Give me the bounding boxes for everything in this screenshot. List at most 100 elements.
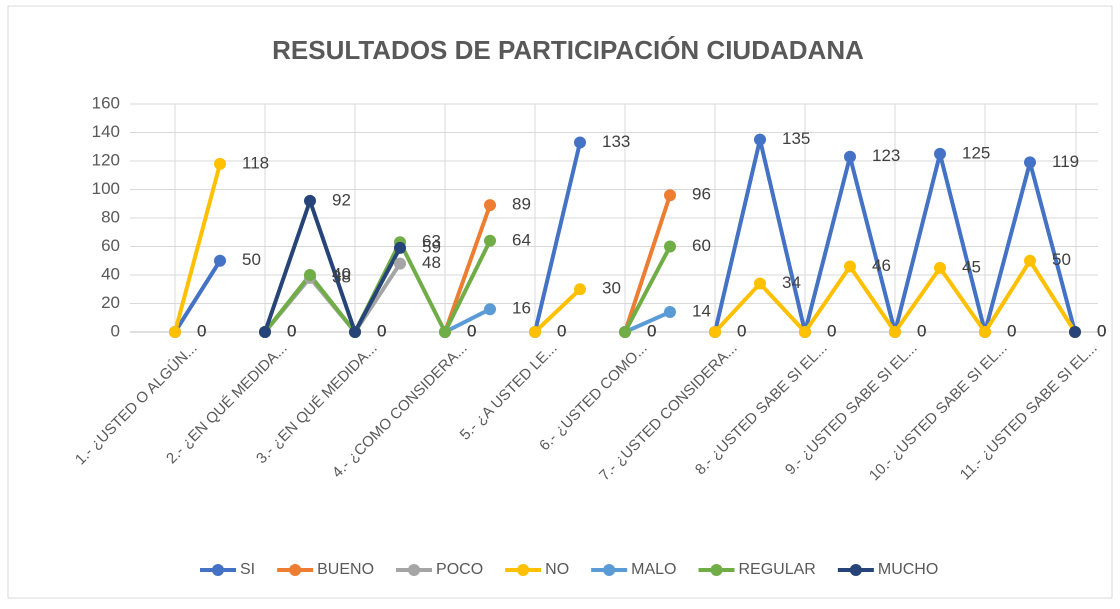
- data-label: 48: [422, 253, 441, 272]
- data-label: 0: [1007, 321, 1016, 340]
- marker: [304, 194, 316, 207]
- y-tick-label: 60: [101, 236, 120, 255]
- data-label: 118: [242, 153, 269, 172]
- data-label: 0: [737, 321, 746, 340]
- data-label: 60: [692, 236, 711, 255]
- legend-label: NO: [545, 561, 569, 578]
- marker: [1024, 254, 1036, 267]
- marker: [349, 326, 361, 338]
- data-label: 0: [377, 321, 386, 340]
- legend-label: MUCHO: [878, 561, 938, 578]
- data-label: 0: [377, 321, 386, 340]
- marker: [1069, 326, 1081, 338]
- marker: [664, 240, 676, 253]
- y-tick-label: 100: [92, 179, 120, 198]
- series-line: [263, 198, 402, 334]
- data-label: 0: [467, 321, 476, 340]
- marker: [664, 306, 676, 319]
- marker: [574, 283, 586, 296]
- marker: [259, 326, 271, 338]
- y-tick-label: 40: [101, 264, 120, 283]
- marker: [439, 326, 451, 338]
- data-label: 89: [512, 195, 531, 214]
- data-label: 0: [647, 321, 656, 340]
- marker: [664, 189, 676, 202]
- marker: [844, 150, 856, 163]
- data-label: 0: [197, 321, 206, 340]
- marker: [979, 326, 991, 338]
- data-label: 0: [467, 321, 476, 340]
- data-label: 0: [1097, 321, 1106, 340]
- legend-label: BUENO: [317, 561, 374, 578]
- data-label: 0: [647, 321, 656, 340]
- marker: [394, 241, 406, 254]
- data-label: 59: [422, 237, 441, 256]
- data-label: 0: [827, 321, 836, 340]
- data-label: 92: [332, 190, 351, 209]
- data-label: 0: [827, 321, 836, 340]
- legend-label: POCO: [436, 561, 483, 578]
- legend-item: SI: [200, 561, 255, 578]
- series-line: [443, 204, 492, 333]
- data-label: 14: [692, 302, 711, 321]
- marker: [799, 326, 811, 338]
- data-label: 64: [512, 230, 531, 249]
- marker: [214, 157, 226, 170]
- y-tick-label: 140: [92, 122, 120, 141]
- marker: [934, 147, 946, 160]
- series-line: [533, 287, 582, 334]
- data-label: 63: [422, 232, 441, 251]
- data-label: 50: [1052, 250, 1071, 269]
- marker: [529, 326, 541, 338]
- series-line: [623, 245, 672, 333]
- legend-item: NO: [505, 561, 569, 578]
- marker: [169, 326, 181, 338]
- chart-border: [7, 5, 1113, 599]
- y-tick-label: 20: [101, 293, 120, 312]
- data-label: 123: [872, 146, 900, 165]
- legend-label: MALO: [631, 561, 676, 578]
- legend-item: MUCHO: [837, 561, 938, 578]
- legend-marker: [710, 564, 723, 576]
- data-label: 0: [197, 321, 206, 340]
- data-label: 96: [692, 185, 711, 204]
- marker: [1024, 156, 1036, 169]
- marker: [889, 326, 901, 338]
- marker: [394, 257, 406, 270]
- legend-item: REGULAR: [698, 561, 816, 578]
- y-tick-label: 120: [92, 150, 120, 169]
- data-label: 0: [647, 321, 656, 340]
- data-label: 30: [602, 279, 621, 298]
- marker: [619, 326, 631, 338]
- marker: [214, 254, 226, 267]
- data-label: 0: [287, 321, 296, 340]
- data-label: 38: [332, 267, 351, 286]
- marker: [934, 261, 946, 274]
- legend-item: POCO: [396, 561, 483, 578]
- legend-marker: [212, 564, 224, 576]
- data-label: 45: [962, 257, 981, 276]
- data-label: 0: [737, 321, 746, 340]
- data-label: 0: [1097, 321, 1106, 340]
- data-label: 0: [377, 321, 386, 340]
- marker: [484, 303, 496, 316]
- marker: [304, 269, 316, 281]
- series-line: [444, 307, 491, 334]
- legend-marker: [289, 564, 302, 576]
- series-line: [173, 163, 222, 333]
- data-label: 0: [1007, 321, 1016, 340]
- data-label: 0: [467, 321, 476, 340]
- data-label: 40: [332, 264, 351, 283]
- data-label: 0: [287, 321, 296, 340]
- series-line: [623, 194, 672, 333]
- marker: [754, 133, 766, 146]
- marker: [484, 234, 496, 247]
- legend-item: MALO: [591, 561, 677, 578]
- data-label: 16: [512, 299, 531, 318]
- legend-marker: [849, 564, 862, 576]
- marker: [484, 199, 496, 212]
- data-label: 135: [782, 129, 810, 148]
- y-tick-label: 0: [111, 321, 120, 340]
- legend-item: BUENO: [277, 561, 374, 578]
